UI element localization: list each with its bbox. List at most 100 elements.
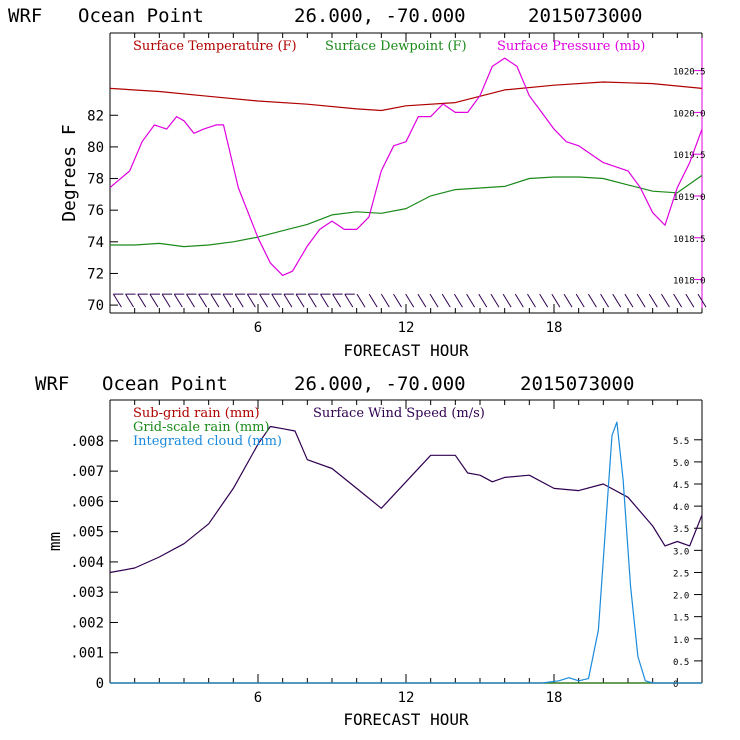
wind-barb (246, 293, 256, 308)
y2-tick-label: 4.0 (673, 503, 689, 513)
wind-barb (502, 293, 512, 308)
wind-barb (332, 293, 342, 308)
y2-tick-label: 3.5 (673, 525, 689, 535)
legend-entry: Grid-scale rain (mm) (133, 420, 270, 435)
wind-barb (587, 293, 597, 308)
y-tick-label: 72 (87, 266, 104, 282)
series-line (109, 57, 703, 276)
wind-barb (198, 293, 208, 308)
y-tick-label: 82 (87, 108, 104, 124)
y-tick-label: .007 (70, 464, 104, 480)
wind-barb (612, 293, 622, 308)
wind-barb (344, 293, 354, 308)
y2-tick-label: 2.0 (673, 592, 689, 602)
x-axis-label: FORECAST HOUR (343, 341, 469, 360)
y-tick-label: 70 (87, 298, 104, 314)
wind-barb (527, 293, 536, 308)
title-part: Ocean Point (78, 5, 204, 27)
wind-barb (466, 293, 476, 308)
y-tick-label: 0 (96, 676, 104, 692)
wind-barb (539, 293, 549, 308)
wind-barb (441, 293, 451, 308)
wind-barb (624, 293, 634, 308)
series-line (110, 421, 702, 684)
y2-tick-label: 5.0 (673, 459, 689, 469)
rain-wind-cloud-chart: WRF Ocean Point 26.000, -70.000 2015073000 6… (35, 373, 703, 729)
y-tick-label: .005 (70, 525, 104, 541)
y2-tick-label: 1018.0 (673, 277, 706, 287)
y-tick-label: 78 (87, 172, 104, 188)
y2-tick-label: 1020.5 (673, 68, 706, 78)
series-line (109, 425, 703, 574)
title-part: 2015073000 (520, 373, 634, 395)
wind-barb (563, 293, 573, 308)
temperature-pressure-chart: WRF Ocean Point 26.000, -70.000 2015073000 6… (8, 5, 707, 360)
x-tick-label: 6 (254, 690, 262, 706)
wind-barb (210, 293, 220, 308)
wind-barb (222, 293, 232, 308)
y-axis-label: Degrees F (59, 124, 80, 222)
wind-barb (453, 293, 463, 308)
wind-barb (600, 293, 609, 308)
wind-barb (259, 293, 268, 308)
wind-barb (186, 293, 195, 308)
wind-barb (661, 293, 670, 308)
legend-entry: Surface Temperature (F) (133, 39, 297, 54)
wind-barb (173, 293, 183, 308)
wind-barb (271, 293, 281, 308)
y2-tick-label: 2.5 (673, 569, 689, 579)
wind-barb (697, 293, 707, 308)
y2-tick-label: 1020.0 (673, 109, 706, 119)
wind-barb (295, 293, 305, 308)
y2-tick-label: 1018.5 (673, 235, 706, 245)
y-tick-label: 80 (87, 140, 104, 156)
title-part: 26.000, -70.000 (294, 5, 466, 27)
y2-tick-label: 1.5 (673, 614, 689, 624)
title-part: Ocean Point (102, 373, 228, 395)
wind-barb (636, 293, 646, 308)
x-tick-label: 12 (398, 320, 415, 336)
legend-entry: Surface Pressure (mb) (497, 39, 645, 54)
wind-barb (405, 293, 415, 308)
y-tick-label: .003 (70, 585, 104, 601)
wind-barb (393, 293, 402, 308)
y2-tick-label: 5.5 (673, 437, 689, 447)
wind-barb (307, 293, 317, 308)
x-tick-label: 12 (398, 690, 415, 706)
wind-barb (673, 293, 683, 308)
y2-tick-label: 4.5 (673, 481, 689, 491)
legend-entry: Integrated cloud (mm) (133, 434, 282, 449)
y-axis-label: mm (45, 532, 64, 551)
title-part: 26.000, -70.000 (294, 373, 466, 395)
title-part: WRF (35, 373, 69, 395)
legend-entry: Surface Dewpoint (F) (325, 39, 467, 54)
y-tick-label: .002 (70, 615, 104, 631)
wind-barb (380, 293, 390, 308)
wind-barb (575, 293, 585, 308)
wind-barb (478, 293, 488, 308)
y-tick-label: .004 (70, 555, 104, 571)
y-tick-label: .006 (70, 494, 104, 510)
wind-barb (161, 293, 171, 308)
series-line (109, 81, 703, 112)
y2-tick-label: 1019.5 (673, 151, 706, 161)
y2-tick-label: 0 (673, 680, 678, 690)
x-tick-label: 18 (546, 320, 563, 336)
wind-barb (490, 293, 500, 308)
x-tick-label: 6 (254, 320, 262, 336)
wind-barb (368, 293, 378, 308)
wind-barb (648, 293, 658, 308)
wind-barb (429, 293, 439, 308)
x-axis-label: FORECAST HOUR (343, 710, 469, 729)
wind-barb (551, 293, 561, 308)
wind-barb (137, 293, 147, 308)
title-part: 2015073000 (528, 5, 642, 27)
y-tick-label: 74 (87, 235, 104, 251)
wind-barb (514, 293, 524, 308)
y2-tick-label: 1.0 (673, 636, 689, 646)
title-part: WRF (8, 5, 42, 27)
x-tick-label: 18 (546, 690, 563, 706)
series-line (110, 174, 703, 248)
legend-entry: Sub-grid rain (mm) (133, 406, 260, 421)
